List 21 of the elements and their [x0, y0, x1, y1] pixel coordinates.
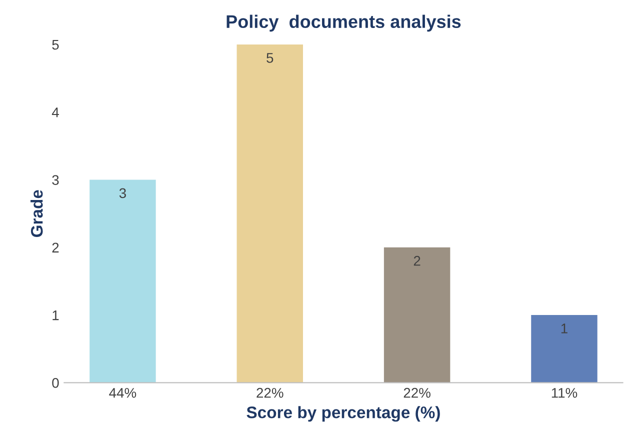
y-axis-title: Grade [30, 190, 43, 237]
y-tick-label: 1 [52, 310, 59, 320]
data-label: 2 [414, 256, 420, 266]
y-tick-label: 4 [52, 108, 59, 118]
x-tick-label: 22% [256, 388, 284, 398]
bar [90, 180, 156, 383]
x-axis-title: Score by percentage (%) [246, 406, 440, 422]
data-label: 3 [119, 188, 126, 198]
x-tick-label: 44% [109, 388, 136, 398]
bar [236, 44, 303, 383]
y-tick-label: 5 [52, 40, 59, 50]
data-label: 5 [266, 53, 274, 63]
data-label: 1 [561, 324, 568, 334]
x-tick-label: 22% [404, 388, 430, 398]
y-tick-label: 0 [52, 378, 59, 388]
y-tick-label: 2 [52, 242, 59, 252]
bar [531, 315, 598, 383]
x-tick-label: 11% [552, 388, 578, 398]
chart-title: Policy documents analysis [226, 14, 461, 32]
bar [384, 247, 450, 383]
y-tick-label: 3 [52, 175, 59, 185]
